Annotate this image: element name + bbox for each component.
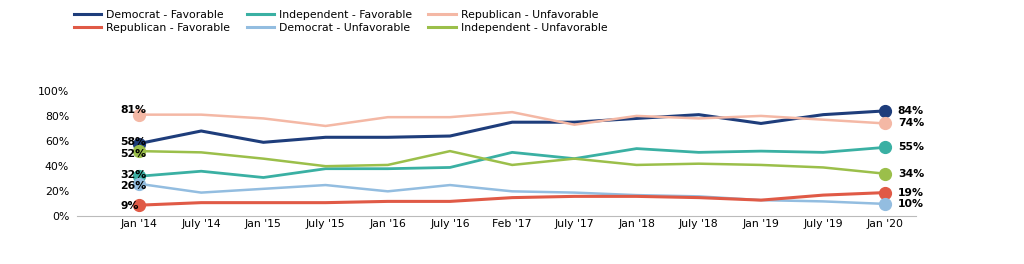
Text: 26%: 26% [121, 181, 146, 191]
Text: 81%: 81% [121, 105, 146, 115]
Text: 32%: 32% [121, 170, 146, 180]
Text: 34%: 34% [898, 169, 924, 179]
Text: 10%: 10% [898, 199, 924, 209]
Text: 9%: 9% [121, 201, 139, 211]
Text: 74%: 74% [898, 119, 924, 129]
Legend: Democrat - Favorable, Republican - Favorable, Independent - Favorable, Democrat : Democrat - Favorable, Republican - Favor… [74, 10, 607, 33]
Text: 19%: 19% [898, 188, 924, 197]
Text: 55%: 55% [898, 142, 924, 152]
Text: 52%: 52% [121, 149, 146, 159]
Text: 84%: 84% [898, 106, 924, 116]
Text: 58%: 58% [121, 137, 146, 147]
